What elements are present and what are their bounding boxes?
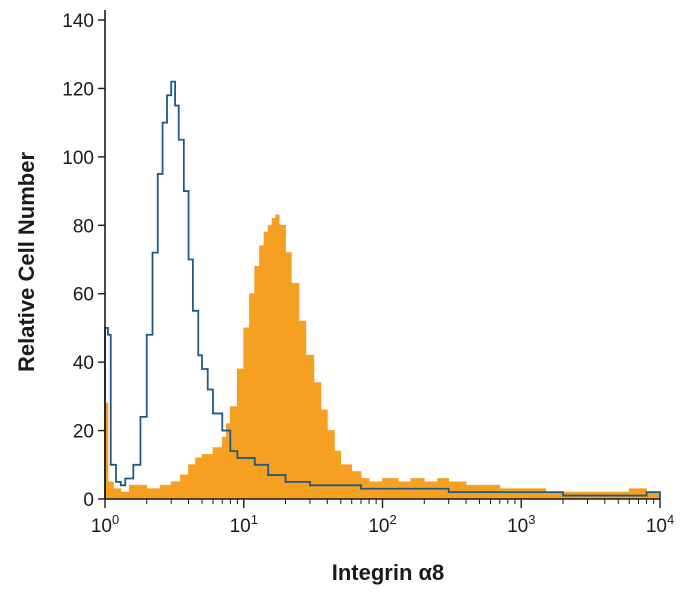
series-0-filled-histogram bbox=[104, 214, 661, 500]
x-tick-label-3: 103 bbox=[507, 512, 535, 537]
series-layer bbox=[104, 80, 661, 500]
y-tick-label-120: 120 bbox=[62, 79, 94, 100]
x-tick-label-4: 104 bbox=[646, 512, 674, 537]
y-tick-label-60: 60 bbox=[73, 285, 94, 306]
y-tick-label-0: 0 bbox=[83, 490, 94, 511]
y-tick-label-100: 100 bbox=[62, 148, 94, 169]
x-axis-title: Integrin α8 bbox=[332, 560, 445, 585]
x-tick-label-1: 101 bbox=[230, 512, 258, 537]
y-tick-label-140: 140 bbox=[62, 11, 94, 32]
y-tick-label-20: 20 bbox=[73, 422, 94, 443]
x-tick-label-0: 100 bbox=[91, 512, 119, 537]
y-tick-label-40: 40 bbox=[73, 353, 94, 374]
x-tick-label-2: 102 bbox=[368, 512, 396, 537]
series-1-outline-histogram bbox=[104, 80, 661, 499]
axes-layer: 0 20 40 60 80 100 120 140 100 101 102 103 104 bbox=[62, 10, 674, 537]
y-axis-title: Relative Cell Number bbox=[14, 152, 39, 373]
y-tick-label-80: 80 bbox=[73, 216, 94, 237]
